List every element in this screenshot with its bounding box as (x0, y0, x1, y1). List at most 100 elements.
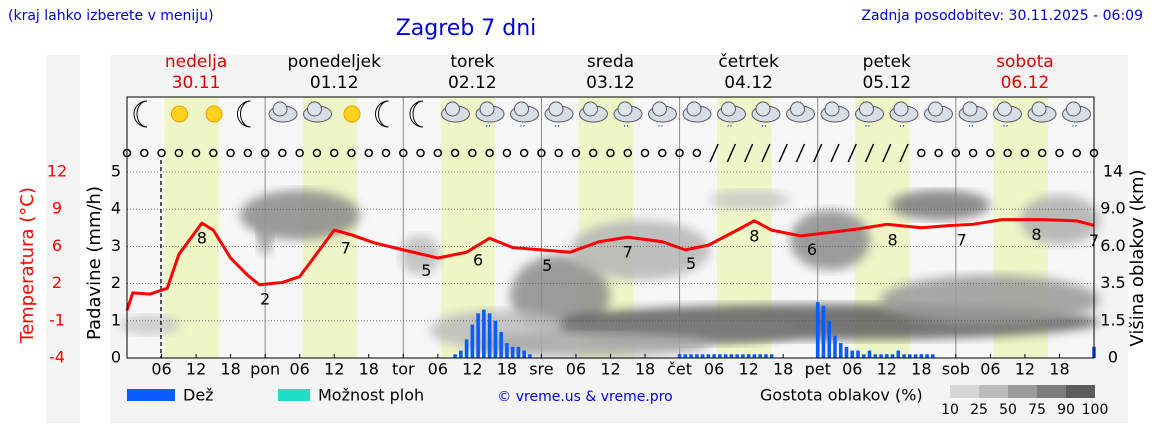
cloud-icon (721, 101, 736, 117)
density-label: 75 (1028, 402, 1046, 418)
precip-bar (908, 354, 912, 358)
wind-calm (986, 148, 995, 158)
x-tick-label: 18 (911, 360, 931, 379)
wind-calm (537, 148, 546, 158)
temp-tick-label: -4 (49, 348, 65, 367)
x-tick-label: 06 (842, 360, 862, 379)
wind-calm (243, 148, 253, 158)
cloud-icon (479, 101, 495, 117)
x-tick-label: 06 (289, 360, 309, 379)
left-panel (46, 55, 80, 423)
temp-label: 8 (197, 229, 207, 248)
temp-label: 5 (421, 261, 431, 280)
cloud-density (470, 333, 710, 357)
wind-calm (485, 148, 494, 158)
temp-label: 7 (341, 239, 351, 258)
legend-label: Dež (183, 386, 214, 405)
y-axis-title: Padavine (mm/h) (84, 186, 105, 340)
precip-bar (931, 354, 935, 358)
density-title: Gostota oblakov (%) (760, 386, 923, 405)
y-tick-label: 5 (111, 162, 121, 181)
wind-calm (571, 148, 581, 158)
precip-bar (706, 354, 711, 358)
precip-bar (505, 343, 509, 358)
cloud-icon (686, 101, 702, 117)
density-swatch (950, 385, 979, 398)
wind-calm (191, 148, 201, 158)
wind-barb (778, 143, 788, 163)
precip-bar (867, 350, 872, 358)
cloud-density (880, 275, 1100, 325)
y2-axis-title: Višina oblakov (km) (1127, 169, 1148, 346)
precip-bar (723, 354, 728, 358)
temp-tick-label: 2 (52, 273, 62, 292)
precip-bar (459, 350, 463, 358)
sun-icon (343, 105, 361, 123)
cloud-icon (1066, 101, 1081, 117)
precip-bar (516, 346, 521, 358)
y2-tick-label: 0 (1108, 348, 1118, 367)
cloud-icon (790, 101, 805, 117)
precip-bar (769, 354, 774, 358)
x-tick-label: sob (942, 360, 970, 379)
precip-bar (856, 350, 860, 358)
cloud-icon (928, 101, 943, 117)
precip-bar (700, 354, 705, 358)
wind-calm (278, 148, 287, 158)
x-tick-label: 06 (428, 360, 448, 379)
wind-barb (726, 143, 737, 163)
wind-calm (312, 148, 322, 158)
day-date: 05.12 (862, 73, 911, 93)
density-label: 100 (1082, 402, 1109, 418)
temp-label: 5 (542, 256, 552, 275)
wind-calm (1003, 148, 1012, 158)
wind-calm (157, 148, 166, 158)
x-tick-label: 18 (220, 360, 240, 379)
cloud-density (570, 220, 710, 280)
day-date: 01.12 (310, 73, 359, 93)
wind-barb (709, 143, 719, 163)
precip-bar (729, 354, 734, 358)
wind-calm (658, 148, 667, 158)
x-tick-label: čet (667, 360, 692, 379)
rain-icon: ’’ (1003, 125, 1009, 135)
x-tick-label: 12 (324, 360, 344, 379)
precip-bar (712, 354, 716, 358)
cloud-icon (445, 101, 460, 117)
y2-tick-label: 1.5 (1100, 310, 1125, 329)
precip-bar (896, 350, 901, 358)
cloud-icon (583, 101, 598, 117)
wind-calm (174, 148, 184, 158)
density-swatch (1008, 385, 1037, 398)
x-tick-label: 18 (773, 360, 793, 379)
wind-calm (468, 148, 477, 158)
wind-calm (1072, 148, 1081, 158)
precip-bar (683, 354, 688, 358)
wind-calm (329, 148, 339, 158)
wind-calm (381, 148, 391, 158)
wind-calm (295, 148, 304, 158)
wind-calm (519, 148, 529, 158)
day-date: 03.12 (586, 73, 635, 93)
precip-bar (499, 331, 503, 358)
precip-bar (746, 354, 751, 358)
y2-tick-label: 3.5 (1100, 273, 1125, 292)
precip-bar (695, 354, 699, 358)
x-tick-label: 12 (462, 360, 482, 379)
precip-bar (735, 354, 739, 358)
temp-label: 6 (807, 240, 817, 259)
precip-bar (827, 320, 832, 358)
day-name: ponedeljek (287, 52, 381, 72)
temp-label: 2 (260, 290, 270, 309)
wind-calm (675, 148, 684, 158)
cloud-icon (824, 101, 840, 117)
cloud-icon (548, 101, 564, 117)
wind-calm (588, 148, 598, 158)
temp-label: 7 (623, 243, 633, 262)
precip-bar (884, 354, 889, 358)
wind-calm (209, 148, 218, 158)
rain-icon: ’’ (1072, 125, 1078, 135)
precip-bar (838, 343, 843, 358)
wind-calm (934, 148, 943, 158)
